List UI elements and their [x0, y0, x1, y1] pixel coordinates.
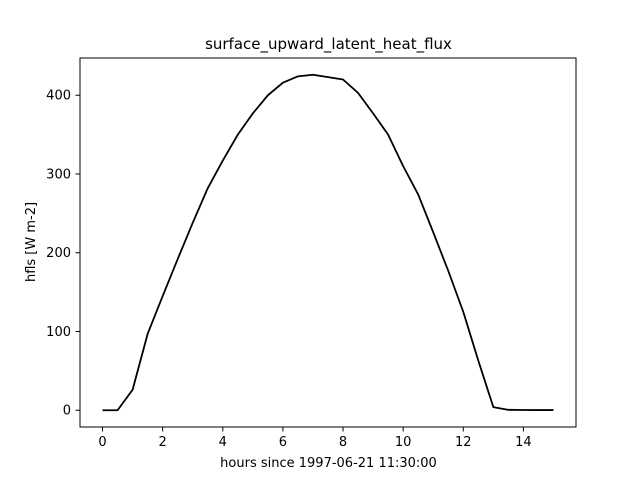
x-axis-label: hours since 1997-06-21 11:30:00: [220, 456, 437, 471]
plot-area: [79, 57, 577, 428]
x-tick-label: 12: [455, 435, 472, 450]
chart-title: surface_upward_latent_heat_flux: [205, 35, 452, 54]
x-tick-label: 4: [219, 435, 227, 450]
axes-frame: [79, 57, 577, 428]
y-tick-label: 400: [46, 89, 71, 104]
y-axis: 0 100 200 300 400: [46, 89, 80, 419]
series-line-0: [102, 73, 554, 412]
x-tick-label: 8: [339, 435, 347, 450]
y-axis-label: hfls [W m-2]: [24, 202, 39, 282]
y-tick-label: 100: [46, 325, 71, 340]
y-tick-label: 0: [63, 404, 71, 419]
x-tick-label: 0: [98, 435, 106, 450]
y-tick-label: 200: [46, 246, 71, 261]
x-tick-label: 2: [159, 435, 167, 450]
x-tick-label: 6: [279, 435, 287, 450]
x-tick-label: 14: [515, 435, 532, 450]
y-tick-label: 300: [46, 167, 71, 182]
x-tick-label: 10: [395, 435, 412, 450]
x-axis: 0 2 4 6 8 10 12 14: [98, 427, 532, 450]
